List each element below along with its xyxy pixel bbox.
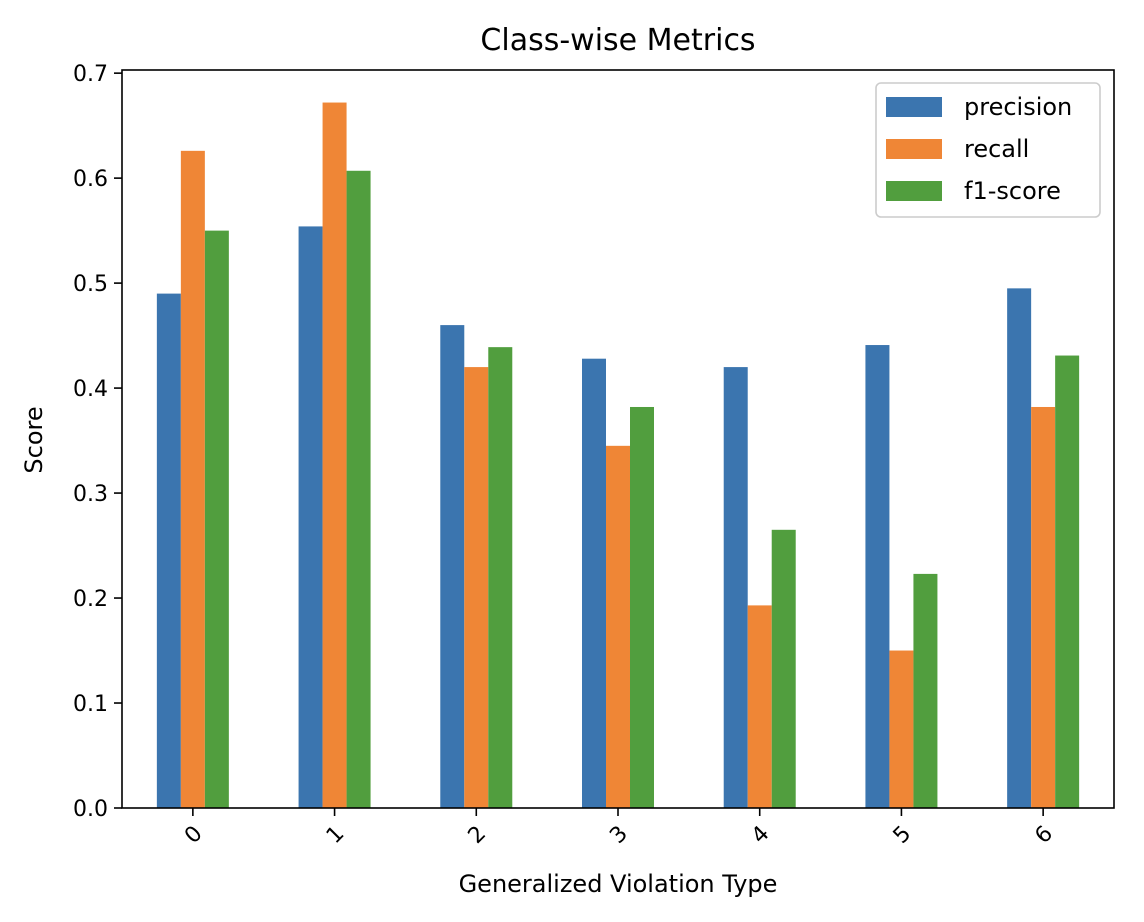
chart-title: Class-wise Metrics bbox=[480, 23, 755, 58]
legend-label-recall: recall bbox=[964, 135, 1029, 163]
plot-area-frame bbox=[121, 69, 1115, 809]
bar-recall-0 bbox=[180, 150, 205, 809]
y-tick-label: 0.0 bbox=[73, 797, 108, 822]
bar-f1-score-5 bbox=[913, 573, 938, 808]
bar-f1-score-3 bbox=[630, 406, 654, 808]
y-tick-label: 0.1 bbox=[73, 692, 108, 717]
legend-swatch-precision bbox=[886, 97, 942, 117]
y-tick-label: 0.6 bbox=[73, 167, 108, 192]
bar-precision-0 bbox=[156, 293, 181, 808]
bar-recall-2 bbox=[464, 367, 489, 808]
bar-group bbox=[156, 102, 1080, 809]
y-tick-label: 0.7 bbox=[73, 62, 108, 87]
bar-recall-4 bbox=[747, 605, 772, 808]
bar-precision-6 bbox=[1007, 288, 1032, 809]
bar-recall-5 bbox=[889, 650, 914, 808]
bar-precision-3 bbox=[582, 358, 606, 808]
bar-precision-2 bbox=[440, 325, 465, 808]
bar-recall-3 bbox=[606, 445, 630, 808]
y-axis-ticks: 0.0 0.1 0.2 0.3 0.4 0.5 0.6 0.7 bbox=[73, 62, 122, 822]
y-axis-label: Score bbox=[20, 406, 48, 473]
legend-label-precision: precision bbox=[964, 93, 1072, 121]
legend-swatch-f1-score bbox=[886, 181, 942, 201]
legend-swatch-recall bbox=[886, 139, 942, 159]
bar-recall-6 bbox=[1031, 406, 1056, 808]
y-tick-label: 0.3 bbox=[73, 482, 108, 507]
bar-precision-4 bbox=[723, 367, 748, 808]
legend-label-f1-score: f1-score bbox=[964, 177, 1061, 205]
bar-precision-5 bbox=[865, 345, 890, 808]
bar-f1-score-0 bbox=[204, 230, 229, 808]
legend: precision recall f1-score bbox=[875, 82, 1101, 218]
bar-f1-score-1 bbox=[346, 170, 371, 808]
y-tick-label: 0.2 bbox=[73, 587, 108, 612]
bar-recall-1 bbox=[322, 102, 347, 808]
bar-precision-1 bbox=[298, 226, 323, 808]
y-tick-label: 0.4 bbox=[73, 377, 108, 402]
bar-f1-score-6 bbox=[1055, 355, 1080, 808]
bar-f1-score-2 bbox=[488, 347, 513, 808]
bar-f1-score-4 bbox=[771, 529, 796, 808]
x-axis-label: Generalized Violation Type bbox=[459, 870, 778, 898]
y-tick-label: 0.5 bbox=[73, 272, 108, 297]
